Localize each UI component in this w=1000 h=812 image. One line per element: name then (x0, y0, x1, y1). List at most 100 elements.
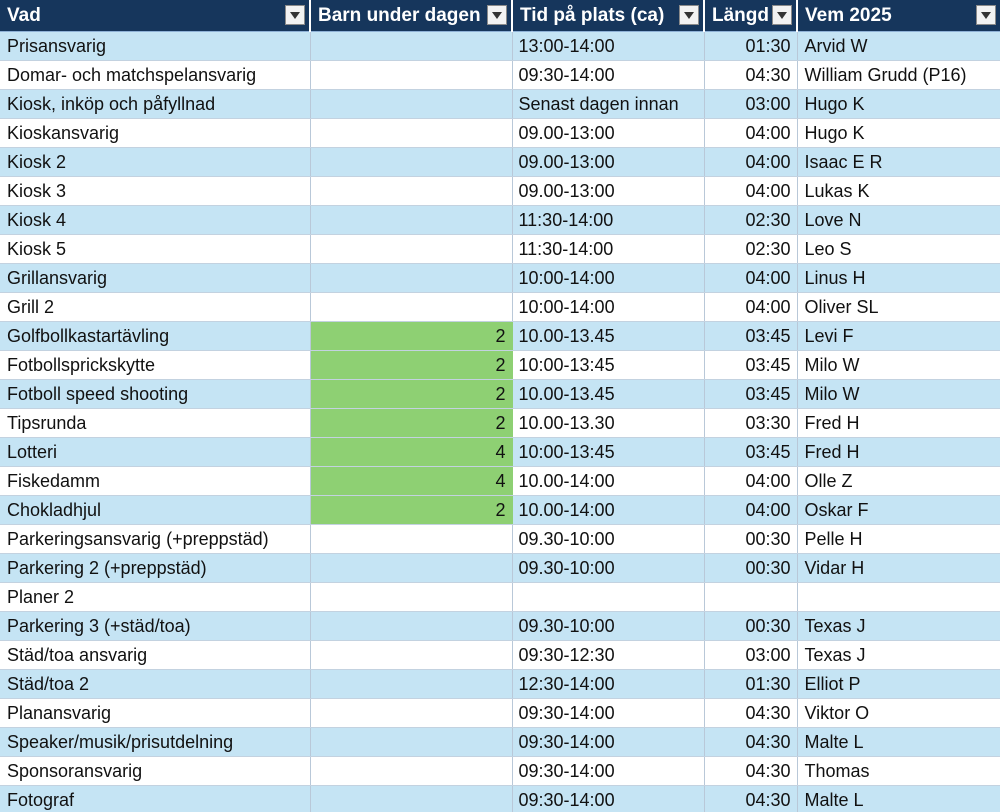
table-row[interactable]: Lotteri 4 10:00-13:45 03:45 Fred H (0, 437, 1000, 467)
cell-barn[interactable] (310, 89, 513, 119)
cell-tid[interactable]: 11:30-14:00 (512, 234, 705, 264)
cell-langd[interactable]: 02:30 (704, 205, 798, 235)
cell-barn[interactable] (310, 31, 513, 61)
table-row[interactable]: Parkering 3 (+städ/toa) 09.30-10:00 00:30 T… (0, 611, 1000, 641)
cell-vem[interactable]: Hugo K (797, 89, 1000, 119)
cell-langd[interactable]: 04:00 (704, 263, 798, 293)
cell-langd[interactable]: 03:45 (704, 379, 798, 409)
cell-vad[interactable]: Kiosk 2 (0, 147, 311, 177)
cell-langd[interactable]: 04:30 (704, 756, 798, 786)
cell-barn[interactable] (310, 727, 513, 757)
cell-tid[interactable]: 09:30-14:00 (512, 756, 705, 786)
table-row[interactable]: Grill 2 10:00-14:00 04:00 Oliver SL (0, 292, 1000, 322)
table-row[interactable]: Kiosk 3 09.00-13:00 04:00 Lukas K (0, 176, 1000, 206)
cell-vad[interactable]: Grillansvarig (0, 263, 311, 293)
cell-langd[interactable]: 01:30 (704, 31, 798, 61)
cell-vem[interactable]: Thomas (797, 756, 1000, 786)
cell-barn[interactable] (310, 582, 513, 612)
cell-vem[interactable] (797, 582, 1000, 612)
cell-langd[interactable]: 04:00 (704, 292, 798, 322)
cell-tid[interactable]: 09:30-14:00 (512, 727, 705, 757)
cell-langd[interactable]: 04:00 (704, 466, 798, 496)
cell-langd[interactable]: 02:30 (704, 234, 798, 264)
cell-langd[interactable]: 04:00 (704, 118, 798, 148)
column-header-barn[interactable]: Barn under dagen (310, 0, 513, 32)
table-row[interactable]: Kiosk, inköp och påfyllnad Senast dagen i… (0, 89, 1000, 119)
table-row[interactable]: Städ/toa ansvarig 09:30-12:30 03:00 Texas J (0, 640, 1000, 670)
cell-langd[interactable]: 00:30 (704, 553, 798, 583)
table-row[interactable]: Kiosk 5 11:30-14:00 02:30 Leo S (0, 234, 1000, 264)
cell-vad[interactable]: Tipsrunda (0, 408, 311, 438)
cell-vad[interactable]: Fotograf (0, 785, 311, 812)
cell-barn[interactable]: 2 (310, 321, 513, 351)
cell-langd[interactable]: 04:30 (704, 60, 798, 90)
cell-langd[interactable]: 03:30 (704, 408, 798, 438)
cell-langd[interactable] (704, 582, 798, 612)
cell-langd[interactable]: 04:30 (704, 785, 798, 812)
cell-tid[interactable]: 13:00-14:00 (512, 31, 705, 61)
filter-dropdown-button[interactable] (679, 5, 699, 25)
table-row[interactable]: Prisansvarig 13:00-14:00 01:30 Arvid W (0, 31, 1000, 61)
table-row[interactable]: Planansvarig 09:30-14:00 04:30 Viktor O (0, 698, 1000, 728)
cell-barn[interactable] (310, 640, 513, 670)
cell-langd[interactable]: 04:30 (704, 698, 798, 728)
cell-tid[interactable]: 11:30-14:00 (512, 205, 705, 235)
cell-langd[interactable]: 04:30 (704, 727, 798, 757)
table-row[interactable]: Domar- och matchspelansvarig 09:30-14:00 0… (0, 60, 1000, 90)
cell-vad[interactable]: Grill 2 (0, 292, 311, 322)
filter-dropdown-button[interactable] (772, 5, 792, 25)
cell-langd[interactable]: 03:45 (704, 321, 798, 351)
cell-barn[interactable] (310, 60, 513, 90)
cell-vad[interactable]: Lotteri (0, 437, 311, 467)
cell-tid[interactable]: Senast dagen innan (512, 89, 705, 119)
cell-vem[interactable]: Leo S (797, 234, 1000, 264)
cell-barn[interactable]: 2 (310, 408, 513, 438)
cell-vem[interactable]: Oliver SL (797, 292, 1000, 322)
cell-barn[interactable] (310, 292, 513, 322)
cell-tid[interactable]: 09:30-14:00 (512, 698, 705, 728)
cell-tid[interactable]: 09.30-10:00 (512, 524, 705, 554)
cell-tid[interactable]: 09:30-14:00 (512, 60, 705, 90)
cell-vem[interactable]: Lukas K (797, 176, 1000, 206)
cell-barn[interactable] (310, 611, 513, 641)
cell-tid[interactable]: 09:30-12:30 (512, 640, 705, 670)
cell-vad[interactable]: Kiosk 4 (0, 205, 311, 235)
cell-vem[interactable]: Fred H (797, 437, 1000, 467)
cell-langd[interactable]: 03:45 (704, 350, 798, 380)
cell-vad[interactable]: Kioskansvarig (0, 118, 311, 148)
cell-vem[interactable]: Malte L (797, 727, 1000, 757)
cell-vem[interactable]: Olle Z (797, 466, 1000, 496)
cell-vem[interactable]: Hugo K (797, 118, 1000, 148)
cell-vem[interactable]: Texas J (797, 640, 1000, 670)
cell-vem[interactable]: Milo W (797, 379, 1000, 409)
cell-langd[interactable]: 03:00 (704, 89, 798, 119)
filter-dropdown-button[interactable] (285, 5, 305, 25)
cell-vem[interactable]: William Grudd (P16) (797, 60, 1000, 90)
cell-tid[interactable]: 10.00-14:00 (512, 495, 705, 525)
cell-vad[interactable]: Städ/toa ansvarig (0, 640, 311, 670)
cell-barn[interactable] (310, 205, 513, 235)
cell-tid[interactable]: 12:30-14:00 (512, 669, 705, 699)
table-row[interactable]: Kiosk 2 09.00-13:00 04:00 Isaac E R (0, 147, 1000, 177)
cell-tid[interactable]: 10:00-13:45 (512, 350, 705, 380)
table-row[interactable]: Kioskansvarig 09.00-13:00 04:00 Hugo K (0, 118, 1000, 148)
cell-vem[interactable]: Malte L (797, 785, 1000, 812)
cell-vad[interactable]: Kiosk, inköp och påfyllnad (0, 89, 311, 119)
cell-langd[interactable]: 04:00 (704, 176, 798, 206)
cell-vad[interactable]: Chokladhjul (0, 495, 311, 525)
cell-langd[interactable]: 04:00 (704, 495, 798, 525)
cell-tid[interactable]: 09.00-13:00 (512, 118, 705, 148)
cell-vad[interactable]: Kiosk 5 (0, 234, 311, 264)
cell-vad[interactable]: Prisansvarig (0, 31, 311, 61)
cell-barn[interactable] (310, 698, 513, 728)
table-row[interactable]: Planer 2 (0, 582, 1000, 612)
cell-vad[interactable]: Speaker/musik/prisutdelning (0, 727, 311, 757)
cell-tid[interactable]: 09.30-10:00 (512, 553, 705, 583)
cell-barn[interactable] (310, 263, 513, 293)
cell-tid[interactable]: 09.00-13:00 (512, 176, 705, 206)
table-row[interactable]: Fotbollsprickskytte 2 10:00-13:45 03:45 Milo… (0, 350, 1000, 380)
cell-vad[interactable]: Fotbollsprickskytte (0, 350, 311, 380)
cell-vad[interactable]: Parkering 2 (+preppstäd) (0, 553, 311, 583)
cell-vem[interactable]: Isaac E R (797, 147, 1000, 177)
table-row[interactable]: Fotboll speed shooting 2 10.00-13.45 03:45 M… (0, 379, 1000, 409)
